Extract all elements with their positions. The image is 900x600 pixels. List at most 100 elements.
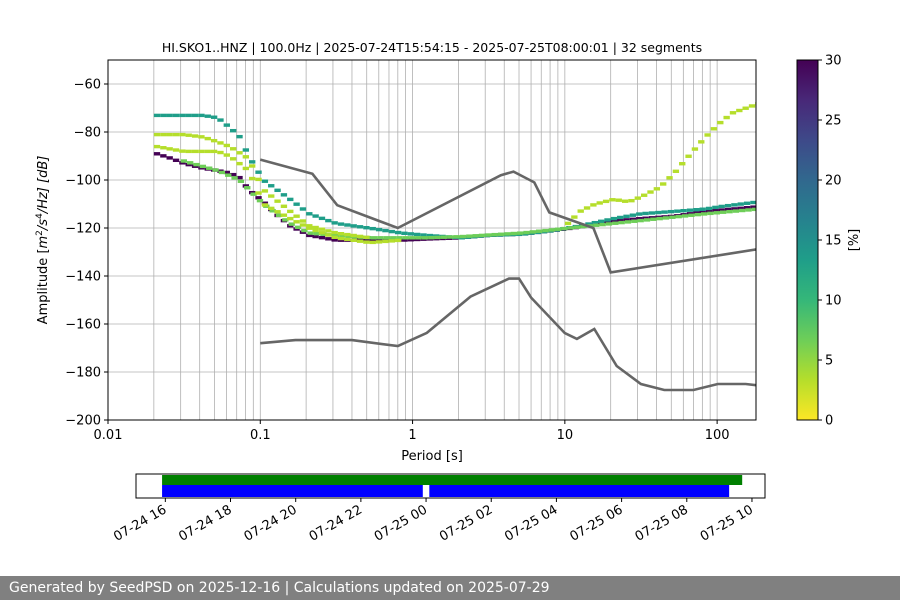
timeline-segments: [162, 475, 743, 497]
psd-cell: [217, 118, 224, 122]
psd-cell: [590, 203, 597, 207]
psd-cell: [685, 154, 692, 158]
psd-cell: [605, 222, 613, 226]
timeline-blue-bar: [429, 485, 730, 497]
psd-cell: [564, 221, 572, 226]
psd-cell: [301, 228, 308, 233]
psd-cell: [210, 115, 218, 119]
psd-cell: [675, 214, 682, 219]
psd-cell: [710, 127, 718, 131]
psd-cell: [472, 234, 479, 238]
colorbar-tick-label: 25: [825, 114, 842, 129]
psd-cell: [312, 214, 319, 218]
psd-cell: [249, 176, 256, 181]
psd-cell: [312, 228, 319, 233]
psd-cell: [198, 113, 205, 118]
psd-cell: [453, 235, 460, 239]
colorbar-label: [%]: [847, 229, 862, 252]
psd-cell: [596, 201, 603, 205]
psd-cell: [185, 149, 192, 154]
psd-cell: [331, 221, 338, 225]
psd-cell: [382, 239, 389, 244]
psd-cell: [407, 238, 414, 242]
x-axis-ticks: 0.01 0.1 1 10 100: [94, 420, 730, 443]
psd-cell: [704, 133, 711, 137]
psd-cell: [218, 170, 226, 175]
psd-cell: [325, 233, 332, 237]
psd-cell: [344, 232, 351, 237]
psd-cell: [617, 218, 624, 223]
plot-frame: [107, 59, 757, 421]
colorbar-tick-label: 20: [825, 174, 842, 189]
psd-cell: [344, 237, 351, 242]
psd-cell: [206, 166, 213, 170]
psd-cell: [337, 238, 345, 242]
psd-cell: [497, 232, 505, 236]
psd-cell: [179, 149, 186, 153]
psd-cell: [306, 212, 313, 216]
psd-cell: [388, 229, 395, 234]
psd-cell: [369, 226, 376, 231]
psd-cell: [153, 152, 161, 156]
ylabel-part-3: 2: [35, 230, 45, 236]
timeline-frame: [135, 473, 766, 499]
psd-cell: [681, 214, 689, 218]
psd-cell: [643, 218, 651, 222]
colorbar-ticks: 0 5 10 15 20 25 30: [818, 54, 842, 429]
psd-cell: [225, 173, 232, 177]
psd-cell: [485, 233, 492, 237]
psd-cell: [623, 214, 630, 219]
psd-cell: [571, 215, 578, 219]
psd-cell: [199, 164, 207, 169]
psd-cell: [413, 232, 421, 237]
psd-cell: [318, 235, 326, 240]
psd-cell: [420, 233, 427, 237]
psd-cell: [745, 208, 752, 212]
psd-cell: [166, 156, 173, 160]
psd-cell: [236, 134, 243, 139]
psd-cell: [287, 216, 294, 221]
psd-cell: [585, 222, 592, 226]
psd-cell: [402, 236, 410, 240]
psd-cell: [371, 236, 378, 240]
psd-cell: [700, 212, 708, 216]
psd-cell: [390, 236, 397, 240]
psd-cell: [172, 113, 180, 118]
psd-cell: [229, 157, 237, 161]
psd-cell: [634, 196, 641, 200]
psd-cell: [236, 161, 243, 166]
psd-cell: [655, 210, 662, 215]
psd-cell: [242, 166, 250, 171]
psd-cell: [459, 234, 467, 239]
psd-cell: [718, 204, 725, 209]
psd-cell: [282, 218, 289, 222]
psd-cell: [261, 189, 269, 193]
psd-cell: [331, 238, 338, 242]
psd-cell: [307, 231, 314, 235]
psd-cell: [287, 209, 294, 214]
psd-cell: [504, 232, 511, 236]
y-tick-label: −60: [74, 78, 101, 93]
psd-cell: [688, 213, 695, 217]
psd-cell: [409, 236, 416, 240]
psd-cell: [718, 208, 725, 212]
psd-cell: [249, 164, 256, 168]
psd-cell: [636, 212, 643, 216]
psd-cell: [707, 211, 714, 216]
footer-text: Generated by SeedPSD on 2025-12-16 | Cal…: [9, 580, 550, 596]
psd-cell: [339, 234, 346, 238]
psd-cell: [185, 133, 192, 137]
psd-cell: [261, 203, 269, 207]
psd-cell: [743, 201, 751, 205]
psd-cell: [667, 209, 675, 214]
psd-cell: [198, 149, 205, 154]
psd-cell: [268, 184, 275, 188]
psd-cell: [217, 141, 224, 145]
psd-cell: [491, 232, 498, 237]
psd-cell: [679, 162, 686, 166]
psd-cell: [331, 235, 338, 239]
timeline-tick-label: 07-24 20: [242, 502, 300, 544]
psd-cell: [261, 201, 269, 205]
psd-cell: [723, 115, 730, 120]
psd-cell: [268, 206, 275, 211]
